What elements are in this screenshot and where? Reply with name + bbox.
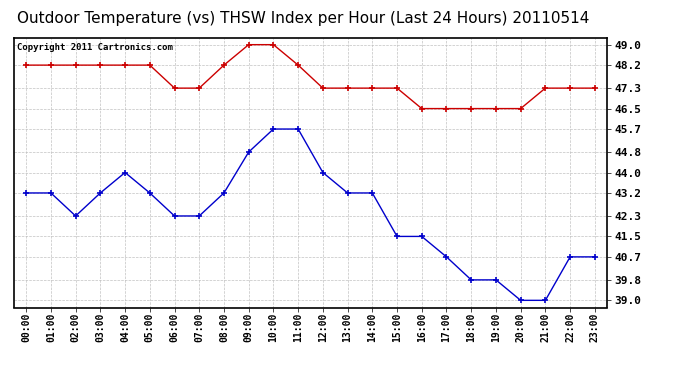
Text: Copyright 2011 Cartronics.com: Copyright 2011 Cartronics.com — [17, 43, 172, 52]
Text: Outdoor Temperature (vs) THSW Index per Hour (Last 24 Hours) 20110514: Outdoor Temperature (vs) THSW Index per … — [17, 11, 590, 26]
